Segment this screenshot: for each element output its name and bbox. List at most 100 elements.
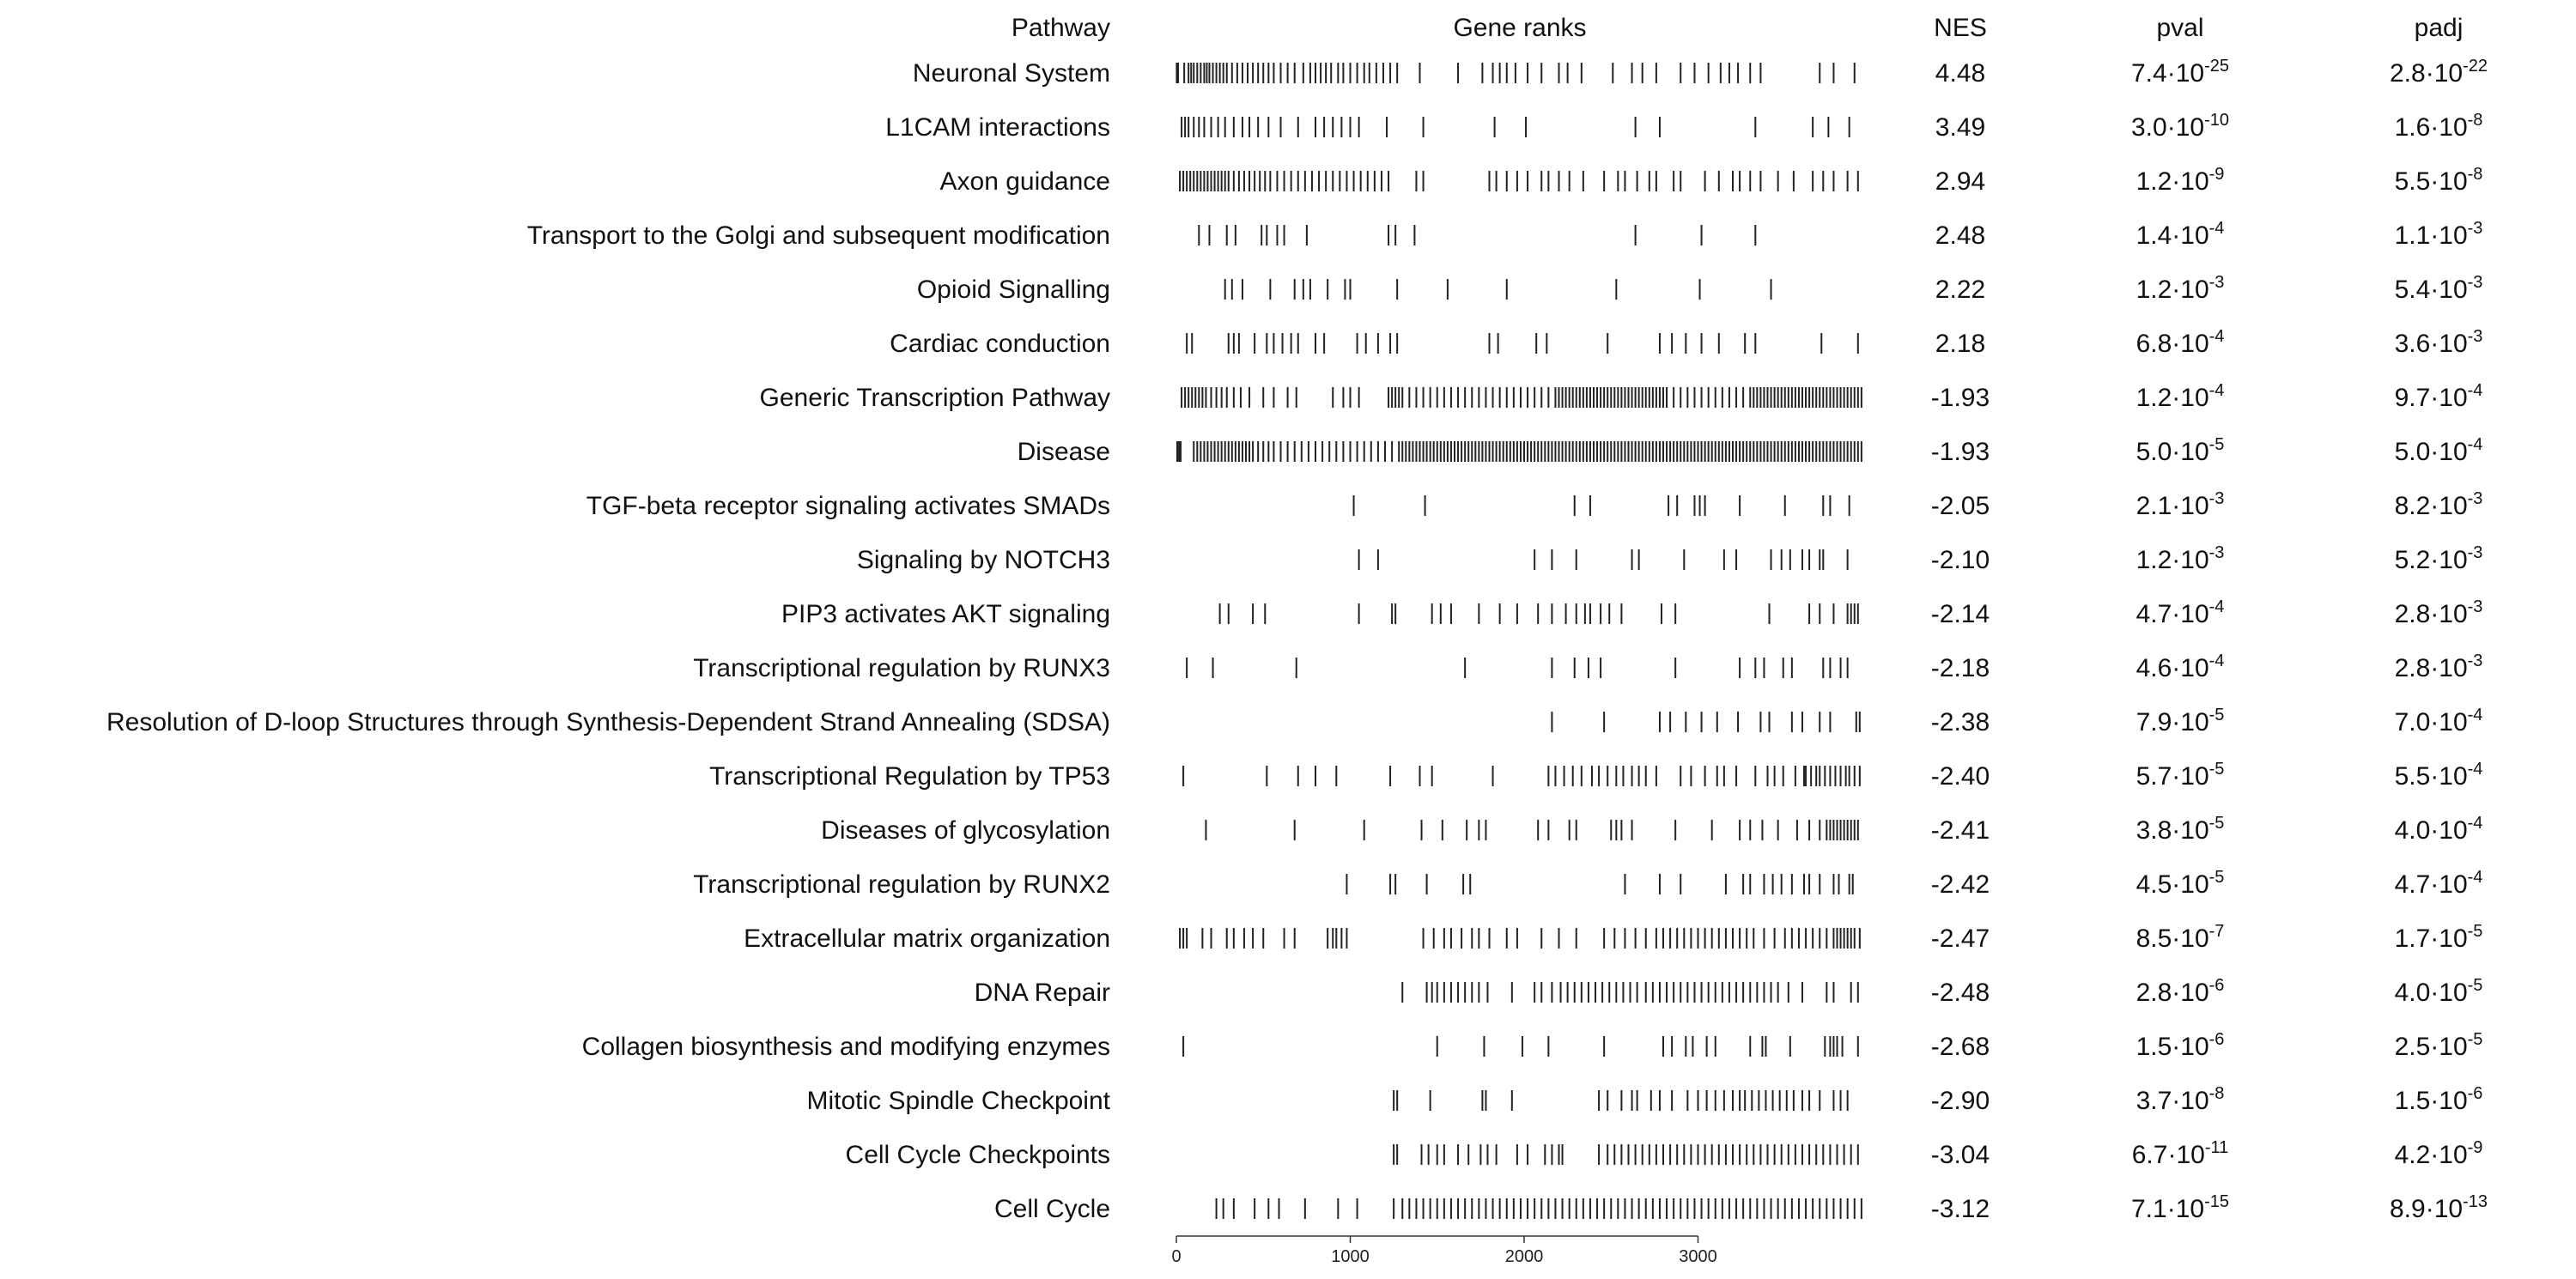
pval-value: 3.7·10-8	[2136, 1084, 2225, 1115]
pval-value: 5.7·10-5	[2136, 760, 2225, 791]
gene-rank-ticks	[1181, 117, 1850, 137]
pval-value-mantissa: 7.1·10	[2131, 1195, 2204, 1223]
padj-value-mantissa: 5.5·10	[2395, 167, 2468, 196]
pval-value: 3.8·10-5	[2136, 814, 2225, 845]
header-padj: padj	[2415, 14, 2464, 42]
nes-value: 2.18	[1935, 330, 1985, 358]
nes-value: -2.47	[1931, 924, 1990, 953]
padj-value-mantissa: 2.8·10	[2390, 59, 2463, 88]
pval-value-exponent: -6	[2209, 1030, 2225, 1049]
padj-value-mantissa: 4.2·10	[2395, 1141, 2468, 1169]
pval-value: 8.5·10-7	[2136, 922, 2225, 953]
pval-value-exponent: -25	[2204, 57, 2229, 76]
nes-value: -2.05	[1931, 492, 1990, 520]
gene-rank-ticks	[1393, 1090, 1849, 1111]
gene-rank-ticks	[1179, 171, 1859, 191]
gene-rank-ticks	[1224, 279, 1772, 300]
padj-value: 9.7·10-4	[2395, 381, 2483, 412]
pval-value-mantissa: 4.6·10	[2136, 654, 2209, 682]
padj-value: 3.6·10-3	[2395, 327, 2483, 358]
pval-value: 7.9·10-5	[2136, 706, 2225, 736]
padj-value-exponent: -9	[2468, 1138, 2483, 1157]
pval-value-mantissa: 1.2·10	[2136, 546, 2209, 574]
pval-value-exponent: -4	[2209, 652, 2225, 670]
padj-value-exponent: -13	[2463, 1192, 2488, 1211]
pval-value-exponent: -4	[2209, 327, 2225, 346]
pval-value: 1.4·10-4	[2136, 219, 2225, 250]
padj-value-exponent: -4	[2468, 760, 2483, 779]
padj-value: 4.0·10-5	[2395, 976, 2483, 1007]
pval-value-exponent: -5	[2209, 868, 2225, 887]
nes-value: -3.04	[1931, 1141, 1990, 1169]
pval-value-mantissa: 1.2·10	[2136, 167, 2209, 196]
padj-value: 2.8·10-3	[2395, 652, 2483, 682]
gene-rank-ticks	[1181, 387, 1862, 408]
pval-value-mantissa: 7.4·10	[2131, 59, 2204, 88]
pval-value-mantissa: 1.4·10	[2136, 221, 2209, 250]
pval-value: 5.0·10-5	[2136, 435, 2225, 466]
padj-value-exponent: -5	[2468, 976, 2483, 995]
pval-value-mantissa: 2.1·10	[2136, 492, 2209, 520]
pathway-label: Extracellular matrix organization	[744, 924, 1110, 953]
pval-value-mantissa: 6.7·10	[2132, 1141, 2205, 1169]
padj-value-exponent: -4	[2468, 435, 2483, 454]
padj-value-mantissa: 1.7·10	[2395, 924, 2468, 953]
pathway-label: Disease	[1018, 438, 1110, 466]
pathway-row: Mitotic Spindle Checkpoint -2.90 3.7·10-8 1…	[806, 1084, 2482, 1115]
padj-value-exponent: -3	[2468, 652, 2483, 670]
padj-value-mantissa: 7.0·10	[2395, 708, 2468, 736]
padj-value: 2.8·10-22	[2390, 57, 2488, 88]
padj-value: 5.2·10-3	[2395, 543, 2483, 574]
pathway-label: Opioid Signalling	[917, 276, 1110, 304]
pathway-label: Transcriptional Regulation by TP53	[709, 762, 1110, 791]
pval-value-mantissa: 8.5·10	[2136, 924, 2209, 953]
pval-value-exponent: -5	[2209, 760, 2225, 779]
padj-value: 4.7·10-4	[2395, 868, 2483, 899]
gene-rank-ticks	[1182, 1036, 1859, 1057]
header-pval: pval	[2156, 14, 2203, 42]
padj-value-exponent: -5	[2468, 922, 2483, 941]
pval-value: 4.7·10-4	[2136, 597, 2225, 628]
pathway-row: Transcriptional regulation by RUNX2 -2.42…	[693, 868, 2482, 899]
pathway-row: L1CAM interactions 3.49 3.0·10-10 1.6·10-8	[885, 111, 2482, 142]
padj-value-exponent: -5	[2468, 1030, 2483, 1049]
gene-rank-ticks	[1205, 820, 1859, 840]
padj-value-exponent: -3	[2468, 489, 2483, 508]
pval-value-exponent: -4	[2209, 597, 2225, 616]
gene-rank-ticks	[1186, 658, 1849, 678]
pathway-row: Opioid Signalling 2.22 1.2·10-3 5.4·10-3	[917, 273, 2483, 304]
pathway-label: Neuronal System	[913, 59, 1110, 88]
pval-value-mantissa: 6.8·10	[2136, 330, 2209, 358]
pval-value-exponent: -3	[2209, 489, 2225, 508]
pval-value: 1.2·10-3	[2136, 273, 2225, 304]
gene-rank-ticks	[1218, 603, 1859, 624]
pval-value: 4.6·10-4	[2136, 652, 2225, 682]
padj-value: 4.0·10-4	[2395, 814, 2483, 845]
nes-value: 2.48	[1935, 221, 1985, 250]
pathway-label: PIP3 activates AKT signaling	[781, 600, 1110, 628]
padj-value-exponent: -6	[2468, 1084, 2483, 1103]
pval-value-exponent: -3	[2209, 273, 2225, 292]
nes-value: -1.93	[1931, 438, 1990, 466]
padj-value-exponent: -3	[2468, 273, 2483, 292]
pathway-label: Collagen biosynthesis and modifying enzy…	[582, 1033, 1110, 1061]
pathway-row: Extracellular matrix organization -2.47 8.…	[744, 922, 2482, 953]
pathway-label: Cell Cycle Checkpoints	[846, 1141, 1110, 1169]
padj-value-mantissa: 4.7·10	[2395, 870, 2468, 899]
padj-value-exponent: -3	[2468, 597, 2483, 616]
pathway-label: Transcriptional regulation by RUNX2	[693, 870, 1110, 899]
pathway-row: Axon guidance 2.94 1.2·10-9 5.5·10-8	[940, 165, 2483, 196]
padj-value: 2.5·10-5	[2395, 1030, 2483, 1061]
pathway-label: L1CAM interactions	[885, 113, 1110, 142]
padj-value: 1.6·10-8	[2395, 111, 2483, 142]
padj-value: 5.5·10-8	[2395, 165, 2483, 196]
padj-value: 2.8·10-3	[2395, 597, 2483, 628]
padj-value-exponent: -4	[2468, 868, 2483, 887]
padj-value: 7.0·10-4	[2395, 706, 2483, 736]
gene-rank-ticks	[1176, 441, 1862, 462]
pval-value-exponent: -5	[2209, 814, 2225, 833]
pval-value-exponent: -9	[2209, 165, 2225, 184]
pval-value-exponent: -10	[2204, 111, 2229, 130]
pathway-row: Diseases of glycosylation -2.41 3.8·10-5 4.…	[821, 814, 2482, 845]
pval-value: 3.0·10-10	[2131, 111, 2229, 142]
